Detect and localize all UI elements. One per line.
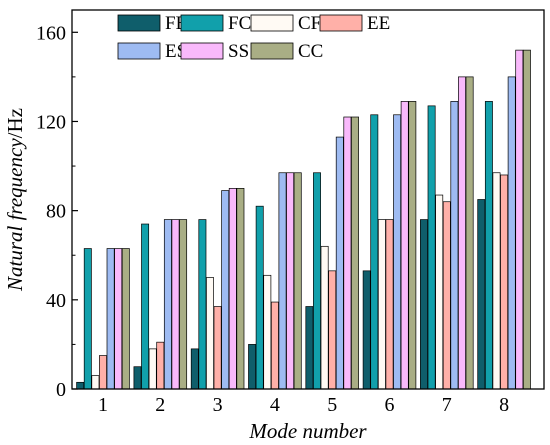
- bar-ee-mode-7: [442, 201, 451, 390]
- y-tick-label: 160: [36, 22, 66, 44]
- bar-cc-mode-5: [351, 116, 359, 390]
- bar-ss-mode-4: [286, 172, 295, 390]
- x-tick-label: 6: [385, 394, 395, 416]
- x-tick-label: 8: [499, 394, 509, 416]
- bar-ss-mode-3: [228, 188, 237, 390]
- bar-ss-mode-7: [458, 76, 466, 390]
- bar-cf-mode-1: [91, 375, 100, 390]
- x-tick-label: 5: [327, 394, 337, 416]
- legend-swatch-ss: [180, 42, 224, 60]
- bar-ss-mode-5: [343, 116, 352, 390]
- legend-label-cc: CC: [298, 41, 323, 62]
- bar-es-mode-5: [335, 136, 344, 390]
- x-tick-label: 4: [270, 394, 280, 416]
- bar-fe-mode-8: [477, 199, 486, 390]
- x-tick-label: 7: [442, 394, 452, 416]
- bar-fe-mode-6: [362, 270, 371, 390]
- plot-frame: [71, 9, 545, 390]
- bar-ss-mode-6: [400, 101, 409, 390]
- bar-fc-mode-6: [370, 114, 379, 390]
- legend-label-ee: EE: [367, 13, 390, 34]
- x-tick-label: 3: [213, 394, 223, 416]
- bar-ss-mode-1: [114, 248, 123, 390]
- bar-fe-mode-5: [305, 306, 314, 390]
- y-tick-label: 80: [46, 201, 66, 223]
- bar-fc-mode-7: [427, 105, 436, 390]
- bar-ee-mode-1: [99, 355, 107, 390]
- bar-ee-mode-5: [328, 270, 337, 390]
- bar-es-mode-8: [507, 76, 516, 390]
- bar-fe-mode-7: [420, 219, 428, 390]
- bar-cc-mode-8: [522, 49, 531, 390]
- bar-es-mode-7: [450, 101, 459, 390]
- legend-swatch-fe: [117, 14, 161, 32]
- bar-cc-mode-6: [408, 101, 417, 390]
- bar-fc-mode-8: [484, 101, 493, 390]
- bar-cc-mode-2: [179, 219, 188, 390]
- bar-cf-mode-7: [435, 194, 444, 390]
- legend-swatch-fc: [180, 14, 224, 32]
- bar-fe-mode-3: [190, 348, 199, 390]
- y-axis-title-unit: /Hz: [3, 108, 27, 138]
- y-tick-label: 40: [46, 290, 66, 312]
- legend-swatch-es: [117, 42, 161, 60]
- bar-ss-mode-8: [515, 49, 524, 390]
- x-tick-label: 1: [98, 394, 108, 416]
- bar-fc-mode-5: [313, 172, 321, 390]
- x-axis-title: Mode number: [248, 419, 367, 443]
- legend-label-cf: CF: [298, 13, 321, 34]
- bar-fe-mode-2: [133, 366, 142, 390]
- bar-cf-mode-6: [377, 219, 386, 390]
- bar-cc-mode-3: [236, 188, 245, 390]
- legend-swatch-cc: [250, 42, 294, 60]
- bars: [76, 49, 531, 390]
- bar-es-mode-2: [163, 219, 172, 390]
- bar-es-mode-1: [106, 248, 115, 390]
- bar-es-mode-3: [221, 190, 230, 390]
- bar-cf-mode-2: [148, 348, 157, 390]
- bar-cc-mode-1: [121, 248, 130, 390]
- bar-cf-mode-3: [206, 277, 214, 390]
- y-axis-title: Natural frequency/Hz: [3, 108, 27, 292]
- bar-cc-mode-4: [293, 172, 302, 390]
- bar-fe-mode-1: [76, 381, 85, 390]
- legend-swatch-cf: [250, 14, 294, 32]
- bar-ee-mode-3: [213, 306, 222, 390]
- legend-label-ss: SS: [228, 41, 249, 62]
- bar-fe-mode-4: [248, 344, 257, 390]
- bar-cf-mode-4: [263, 274, 272, 390]
- bar-ee-mode-6: [385, 219, 394, 390]
- legend-label-fc: FC: [228, 13, 251, 34]
- bar-ee-mode-2: [156, 341, 165, 390]
- bar-ee-mode-4: [270, 301, 279, 390]
- bar-es-mode-4: [278, 172, 287, 390]
- bar-fc-mode-4: [255, 205, 264, 390]
- bar-cf-mode-5: [320, 245, 329, 390]
- legend-swatch-ee: [319, 14, 363, 32]
- bar-es-mode-6: [393, 114, 402, 390]
- bar-cc-mode-7: [465, 76, 474, 390]
- y-tick-label: 120: [36, 111, 66, 133]
- bar-ss-mode-2: [171, 219, 180, 390]
- bar-fc-mode-2: [141, 223, 150, 390]
- bar-ee-mode-8: [500, 174, 509, 390]
- bar-fc-mode-3: [198, 219, 207, 390]
- bar-fc-mode-1: [83, 248, 92, 390]
- y-tick-label: 0: [56, 379, 66, 401]
- x-tick-label: 2: [155, 394, 165, 416]
- bar-cf-mode-8: [492, 172, 501, 390]
- y-axis-title-main: Natural frequency: [3, 138, 27, 292]
